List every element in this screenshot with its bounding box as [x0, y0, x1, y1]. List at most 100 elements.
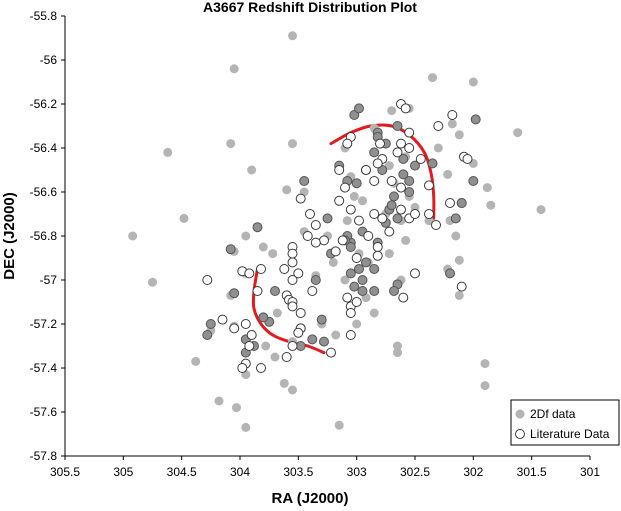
data-point: [319, 235, 329, 246]
data-point: [261, 341, 271, 351]
data-point: [226, 139, 236, 149]
data-point: [252, 286, 263, 296]
data-point: [326, 347, 336, 358]
data-point: [246, 330, 257, 340]
data-point: [389, 191, 399, 202]
data-point: [389, 286, 399, 296]
data-point: [456, 281, 467, 292]
data-point: [454, 130, 464, 140]
x-tick-label: 302.5: [400, 465, 430, 479]
data-point: [287, 257, 298, 268]
data-point: [369, 209, 380, 219]
data-point: [322, 213, 333, 224]
data-point: [386, 176, 397, 186]
data-point: [398, 292, 409, 303]
data-point: [358, 196, 367, 206]
data-point: [431, 220, 441, 230]
data-point: [268, 249, 278, 259]
data-point: [331, 330, 341, 340]
x-tick-label: 304: [230, 465, 250, 479]
data-point: [369, 264, 380, 274]
data-point: [372, 242, 383, 252]
y-axis-ticks: -55.8 -56 -56.2 -56.4 -56.6 -56.8 -57 -57.2 -57.…: [30, 9, 65, 463]
data-point: [456, 198, 467, 208]
data-point: [229, 323, 240, 334]
data-point: [447, 110, 458, 120]
data-point: [330, 246, 341, 257]
data-point: [369, 286, 380, 296]
data-point: [404, 187, 415, 197]
y-tick-label: -57.2: [30, 317, 58, 331]
data-point: [486, 200, 496, 210]
data-point: [400, 103, 411, 114]
data-point: [241, 422, 251, 432]
data-point: [349, 281, 360, 292]
data-point: [387, 106, 397, 116]
data-point: [384, 249, 394, 259]
data-point: [342, 138, 353, 149]
data-point: [288, 31, 297, 41]
data-point: [345, 204, 356, 215]
data-point: [191, 356, 201, 366]
data-point: [468, 176, 479, 186]
data-point: [295, 308, 306, 318]
data-point: [237, 363, 248, 373]
y-tick-label: -56.4: [30, 141, 58, 155]
data-point: [424, 180, 434, 191]
data-point: [352, 319, 362, 329]
data-point: [319, 336, 329, 347]
data-point: [354, 215, 364, 226]
data-point: [229, 64, 239, 74]
y-tick-label: -55.8: [30, 9, 58, 23]
data-point: [386, 200, 397, 211]
data-point: [287, 301, 298, 312]
data-point: [445, 268, 455, 279]
series-2: [202, 99, 473, 373]
data-point: [357, 275, 368, 285]
data-point: [450, 213, 461, 224]
data-point: [443, 169, 453, 179]
data-point: [293, 268, 304, 279]
data-point: [393, 348, 402, 358]
data-point: [404, 176, 415, 186]
legend-label-literature: Literature Data: [530, 427, 610, 441]
y-tick-label: -57.4: [30, 361, 58, 375]
data-point: [375, 138, 385, 149]
data-point: [305, 209, 315, 219]
x-axis-ticks: 305.5 305 304.5 304 303.5 303 302.5 302 301.5 301: [50, 456, 600, 479]
data-point: [202, 275, 213, 285]
data-point: [244, 341, 255, 351]
data-point: [384, 161, 394, 171]
data-point: [384, 226, 395, 237]
data-point: [354, 264, 364, 274]
data-point: [396, 204, 406, 215]
data-point: [470, 114, 481, 125]
data-point: [258, 242, 268, 252]
data-point: [369, 147, 380, 158]
data-point: [427, 158, 438, 169]
data-point: [202, 330, 213, 340]
data-point: [398, 154, 409, 164]
data-point: [372, 158, 383, 169]
data-point: [307, 334, 318, 345]
data-point: [392, 213, 403, 224]
data-point: [351, 297, 362, 307]
legend-label-2df: 2Df data: [530, 407, 576, 421]
data-point: [415, 154, 426, 164]
data-point: [225, 244, 236, 255]
data-point: [287, 248, 298, 259]
data-point: [256, 363, 266, 373]
data-point: [287, 341, 298, 351]
data-point: [217, 314, 228, 325]
data-point: [428, 73, 437, 83]
chart-title: A3667 Redshift Distribution Plot: [203, 0, 417, 15]
data-point: [241, 231, 251, 241]
data-point: [288, 385, 297, 395]
series-1: [202, 103, 481, 358]
data-point: [451, 231, 461, 241]
data-point: [345, 308, 356, 318]
data-point: [340, 182, 350, 193]
x-tick-label: 303.5: [283, 465, 313, 479]
data-point: [302, 231, 313, 241]
